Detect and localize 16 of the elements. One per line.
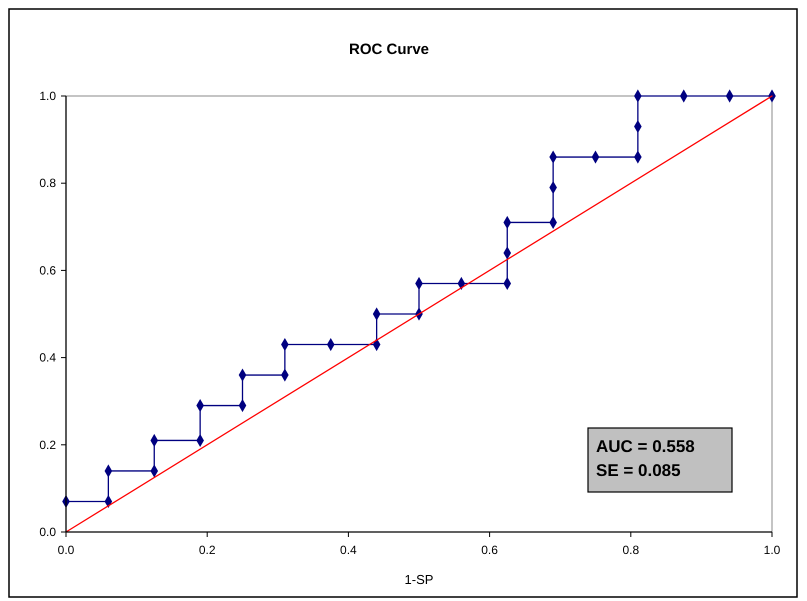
x-tick-label: 0.4 xyxy=(340,543,358,557)
y-tick-label: 0.0 xyxy=(39,525,56,539)
annotation: AUC = 0.558 xyxy=(596,437,695,456)
chart-title: ROC Curve xyxy=(348,41,430,58)
annotation: SE = 0.085 xyxy=(596,461,681,480)
y-tick-label: 0.6 xyxy=(39,263,56,278)
y-tick-label: 0.2 xyxy=(39,438,56,452)
x-tick-label: 1.0 xyxy=(764,543,781,557)
x-tick-label: 0.0 xyxy=(58,543,75,557)
x-tick-label: 0.8 xyxy=(622,543,640,557)
x-axis-title: 1-SP xyxy=(404,572,434,587)
y-tick-label: 0.4 xyxy=(39,350,56,365)
y-tick-label: 0.8 xyxy=(39,176,56,190)
x-tick-label: 0.6 xyxy=(481,543,498,557)
x-tick-label: 0.2 xyxy=(198,543,216,557)
y-tick-label: 1.0 xyxy=(39,89,56,103)
